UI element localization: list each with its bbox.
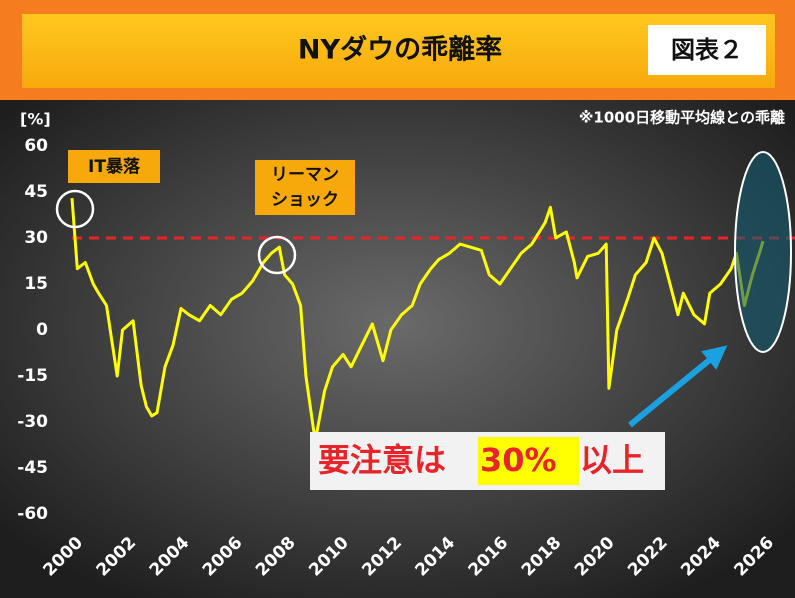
warning-text: 要注意は <box>318 441 446 479</box>
data-line <box>70 197 765 436</box>
highlight-circle <box>55 189 95 229</box>
warning-text: 以上 <box>580 441 644 479</box>
warning: 要注意は 30% 以上 <box>318 441 644 479</box>
y-tick-label: 30 <box>24 228 48 248</box>
badge-box <box>648 25 766 75</box>
annotation: IT暴落 <box>88 157 141 177</box>
y-tick-label: -15 <box>17 366 48 386</box>
y-tick-label: 60 <box>24 136 48 156</box>
warning-text: 30% <box>480 441 557 479</box>
y-tick-label: -60 <box>17 504 48 524</box>
note: ※1000日移動平均線との乖離 <box>579 109 785 127</box>
annotation-box <box>68 150 160 183</box>
y-tick-label: -45 <box>17 458 48 478</box>
y-axis-label: [%] <box>20 110 51 129</box>
y-tick-label: -30 <box>17 412 48 432</box>
y-tick-label: 45 <box>24 182 48 202</box>
annotation-box <box>255 160 355 215</box>
highlight-ellipse <box>734 151 792 353</box>
highlight-circle <box>257 235 297 275</box>
chart-title: NYダウの乖離率 <box>298 34 502 66</box>
annotation: ショック <box>271 190 339 210</box>
annotation: リーマン <box>271 165 339 185</box>
y-tick-label: 0 <box>36 320 48 340</box>
warning-highlight <box>478 437 579 485</box>
arrow <box>628 345 728 428</box>
badge: 図表２ <box>671 36 743 64</box>
y-tick-label: 15 <box>24 274 48 294</box>
